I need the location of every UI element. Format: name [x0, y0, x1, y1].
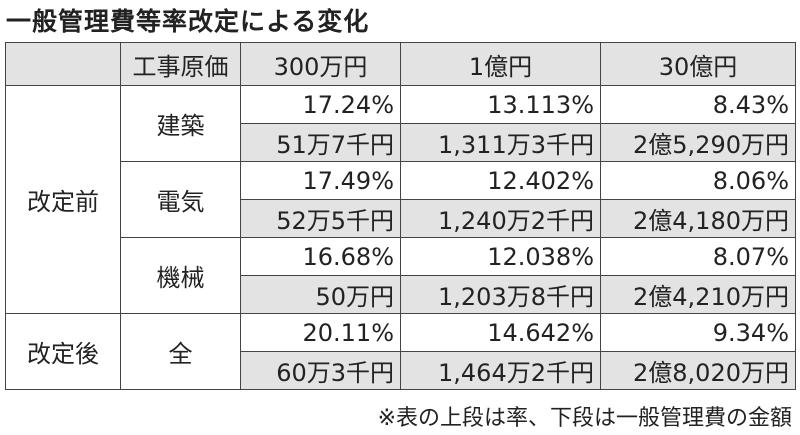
group-label: 改定前: [5, 85, 121, 314]
amount-cell: 50万円: [240, 275, 401, 314]
group-label: 改定後: [5, 313, 121, 390]
table-row: 機械 16.68% 12.038% 8.07%: [6, 237, 796, 314]
amount-cell: 60万3千円: [240, 351, 401, 390]
amount-cell: 52万5千円: [240, 199, 401, 238]
rate-cell: 12.402%: [400, 161, 601, 200]
title: 一般管理費等率改定による変化: [6, 7, 370, 36]
header-cell: 工事原価: [120, 42, 241, 86]
amount-cell: 2億5,290万円: [600, 123, 796, 162]
table-row: 改定前 建築 17.24% 13.113% 8.43%: [5, 85, 796, 314]
amount-cell: 2億4,210万円: [600, 275, 796, 314]
header-cell: 30億円: [600, 42, 796, 86]
rate-cell: 17.49%: [240, 161, 401, 200]
rate-cell: 8.07%: [600, 237, 796, 276]
rate-cell: 12.038%: [400, 237, 601, 276]
amount-cell: 1,240万2千円: [400, 199, 601, 238]
item-label: 機械: [120, 237, 241, 314]
rate-table: 工事原価 300万円 1億円 30億円 改定前 建築 17.24% 13.113% 8.43% 5…: [5, 42, 796, 390]
header-cell: 1億円: [400, 42, 601, 86]
item-label: 建築: [120, 85, 241, 162]
amount-cell: 51万7千円: [240, 123, 401, 162]
rate-cell: 9.34%: [600, 313, 796, 352]
rate-cell: 14.642%: [400, 313, 601, 352]
footnote: ※表の上段は率、下段は一般管理費の金額: [377, 406, 792, 431]
rate-cell: 8.43%: [600, 85, 796, 124]
header-cell: [5, 42, 121, 86]
table-row: 改定後全 20.11% 14.642% 9.34%: [5, 313, 796, 390]
rate-cell: 16.68%: [240, 237, 401, 276]
table-row: 52万5千円 1,240万2千円 2億4,180万円: [6, 199, 796, 238]
rate-cell: 17.24%: [240, 85, 401, 124]
rate-cell: 8.06%: [600, 161, 796, 200]
amount-cell: 2億8,020万円: [600, 351, 796, 390]
amount-cell: 1,203万8千円: [400, 275, 601, 314]
table-row: 電気 17.49% 12.402% 8.06%: [6, 161, 796, 238]
item-label: 電気: [120, 161, 241, 238]
table-row: 工事原価 300万円 1億円 30億円: [5, 42, 796, 86]
table-row: 50万円 1,203万8千円 2億4,210万円: [6, 275, 796, 314]
item-label: 全: [120, 313, 241, 390]
amount-cell: 1,311万3千円: [400, 123, 601, 162]
amount-cell: 2億4,180万円: [600, 199, 796, 238]
header-cell: 300万円: [240, 42, 401, 86]
rate-cell: 20.11%: [240, 313, 401, 352]
table-row: 51万7千円 1,311万3千円 2億5,290万円: [6, 123, 796, 162]
table-row: 60万3千円 1,464万2千円 2億8,020万円: [6, 351, 796, 390]
amount-cell: 1,464万2千円: [400, 351, 601, 390]
rate-cell: 13.113%: [400, 85, 601, 124]
